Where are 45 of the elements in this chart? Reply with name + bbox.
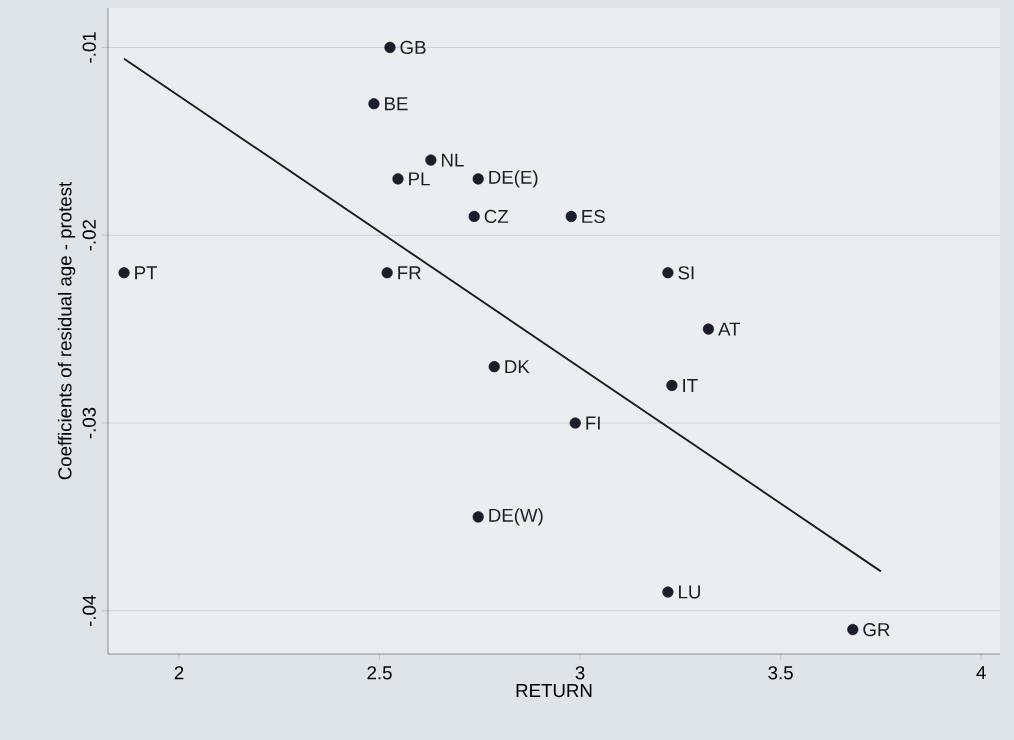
y-tick-label: -.01 bbox=[82, 32, 96, 63]
x-tick-label: 2 bbox=[174, 666, 184, 680]
point bbox=[847, 623, 859, 636]
annotation: FR bbox=[398, 266, 421, 280]
x-tick-label: 4 bbox=[976, 666, 986, 680]
annotation: DE(W) bbox=[489, 508, 543, 526]
annotation: SI bbox=[678, 266, 694, 280]
y-tick-label: -.02 bbox=[82, 220, 96, 251]
point bbox=[666, 379, 678, 392]
annotation: FI bbox=[586, 416, 600, 430]
annotation: GR bbox=[863, 622, 890, 637]
annotation: ES bbox=[582, 209, 605, 224]
point bbox=[368, 98, 380, 110]
point bbox=[384, 41, 396, 54]
x-tick-label: 3 bbox=[575, 666, 585, 680]
annotation: NL bbox=[442, 153, 464, 167]
annotation: CZ bbox=[484, 209, 509, 224]
annotation: PL bbox=[409, 172, 430, 186]
x-tick-label: 2.5 bbox=[367, 666, 392, 680]
point bbox=[468, 210, 480, 223]
y-axis-title: Coefficients of residual age - protest bbox=[57, 181, 76, 480]
point bbox=[662, 267, 674, 279]
point bbox=[565, 210, 577, 223]
point bbox=[472, 511, 484, 523]
point bbox=[381, 267, 393, 279]
point bbox=[702, 323, 715, 335]
annotation: LU bbox=[679, 585, 700, 599]
point bbox=[118, 267, 130, 279]
point bbox=[488, 361, 500, 373]
point bbox=[569, 417, 581, 429]
annotation: PT bbox=[135, 266, 158, 280]
annotation: IT bbox=[683, 379, 698, 392]
point bbox=[662, 586, 674, 598]
point bbox=[472, 173, 484, 185]
point bbox=[392, 173, 404, 185]
y-tick-label: -.03 bbox=[82, 407, 96, 439]
annotation: AT bbox=[718, 322, 741, 336]
x-tick-label: 3.5 bbox=[768, 666, 793, 680]
annotation: DE(E) bbox=[489, 170, 538, 188]
annotation: BE bbox=[385, 97, 408, 111]
annotation: DK bbox=[505, 360, 530, 374]
y-tick-label: -.04 bbox=[82, 595, 96, 627]
annotation: GB bbox=[400, 40, 426, 55]
x-axis-title: RETURN bbox=[516, 684, 592, 698]
point bbox=[425, 154, 437, 166]
